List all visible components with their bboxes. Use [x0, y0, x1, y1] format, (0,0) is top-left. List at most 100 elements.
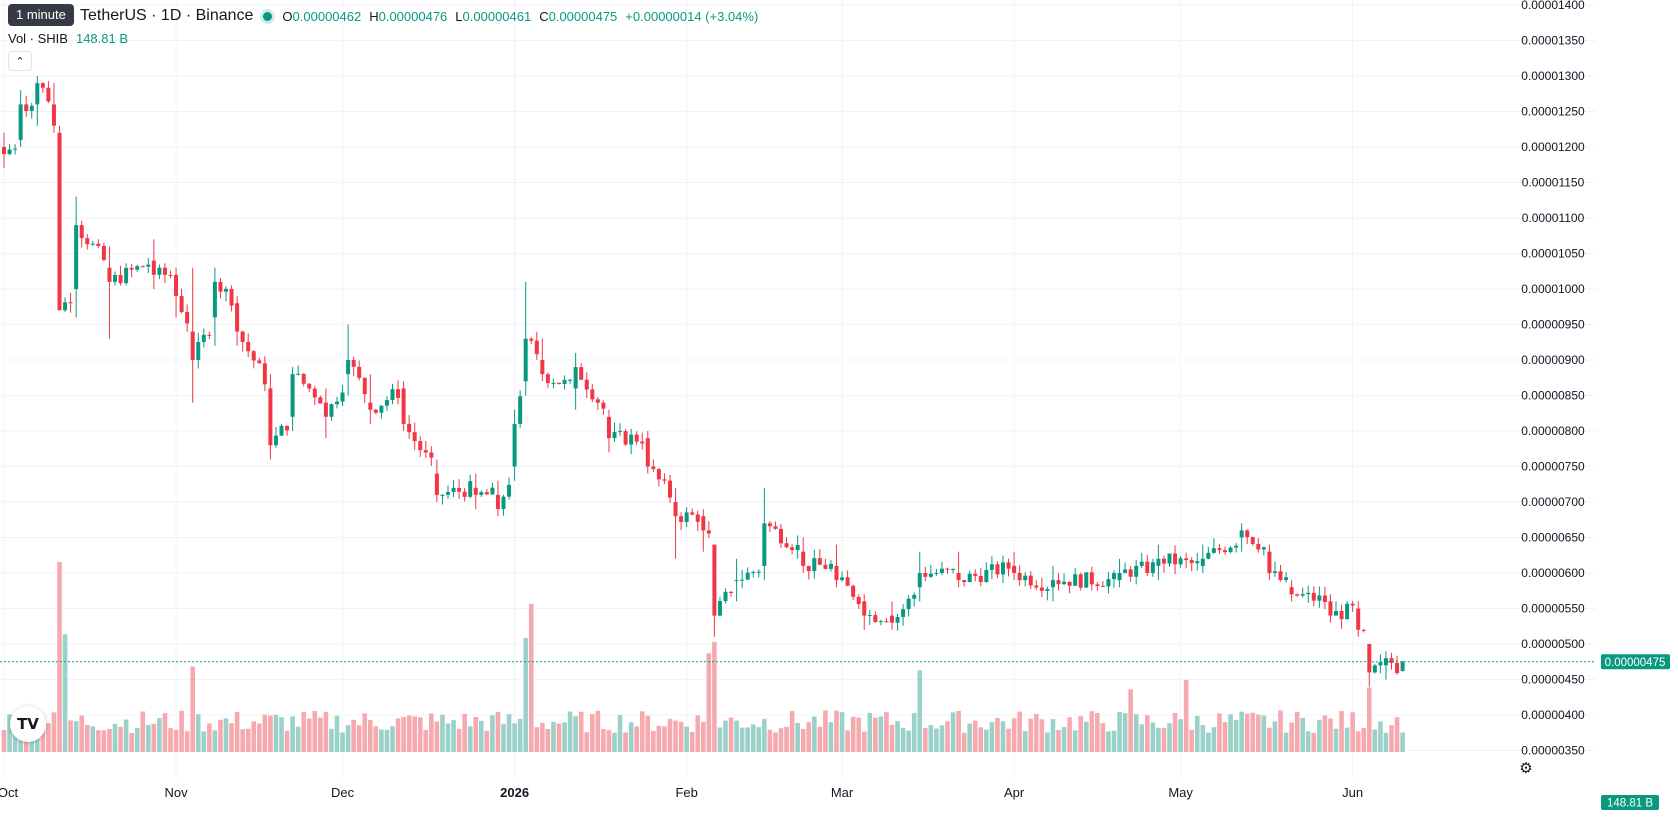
- volume-bar: [501, 723, 506, 752]
- candle-body: [18, 104, 23, 140]
- volume-bar: [423, 729, 429, 752]
- volume-bar: [978, 727, 984, 752]
- volume-bar: [96, 730, 101, 752]
- candle-body: [695, 514, 700, 522]
- volume-bar: [645, 715, 651, 752]
- y-tick-label: 0.00000950: [1521, 318, 1585, 332]
- volume-bar: [1039, 719, 1045, 752]
- volume-bar: [7, 714, 12, 752]
- volume-bar: [1106, 731, 1111, 752]
- candle-body: [113, 274, 117, 282]
- candle-body: [312, 388, 317, 398]
- y-tick-label: 0.00000450: [1521, 673, 1585, 687]
- candle-body: [501, 496, 506, 510]
- candle-body: [1173, 553, 1178, 565]
- volume-bar: [1133, 714, 1139, 752]
- volume-bar: [1294, 711, 1300, 752]
- candle-body: [512, 423, 517, 467]
- volume-bar: [695, 715, 701, 752]
- candle-body: [1089, 572, 1094, 585]
- volume-bar: [601, 728, 606, 752]
- candle-body: [462, 491, 467, 497]
- candle-body: [534, 340, 539, 355]
- volume-bar: [212, 730, 218, 752]
- volume-bar: [606, 730, 612, 752]
- volume-bar: [678, 721, 684, 752]
- candle-body: [1084, 572, 1089, 588]
- candle-body: [68, 302, 73, 304]
- candle-body: [601, 402, 606, 409]
- volume-bar: [556, 723, 562, 752]
- volume-bar: [290, 716, 295, 752]
- candle-body: [185, 312, 190, 324]
- volume-bar: [368, 720, 373, 752]
- volume-bar: [1089, 711, 1095, 752]
- y-tick-label: 0.00000850: [1521, 389, 1585, 403]
- candle-body: [290, 374, 295, 417]
- volume-bar: [1339, 711, 1344, 752]
- volume-bar: [73, 721, 79, 752]
- candle-body: [978, 575, 983, 582]
- volume-bar: [817, 726, 823, 752]
- candle-body: [1261, 547, 1266, 550]
- volume-bar: [1322, 715, 1328, 752]
- candle-body: [1067, 581, 1072, 586]
- volume-bar: [268, 715, 273, 752]
- candle-body: [662, 479, 667, 481]
- candle-body: [690, 512, 695, 515]
- candle-body: [235, 303, 240, 332]
- candle-body: [1006, 562, 1011, 569]
- volume-bar: [1278, 710, 1283, 752]
- volume-bar: [1095, 712, 1100, 752]
- symbol-title[interactable]: TetherUS · 1D · Binance: [80, 7, 254, 24]
- candle-body: [668, 480, 672, 498]
- candle-body: [1189, 560, 1194, 564]
- candle-body: [1311, 592, 1316, 601]
- volume-bar: [173, 729, 179, 752]
- candle-body: [584, 379, 589, 390]
- candle-body: [673, 502, 678, 517]
- volume-bar: [168, 728, 173, 752]
- candle-body: [268, 388, 273, 446]
- volume-bar: [612, 732, 617, 752]
- candle-body: [495, 494, 500, 510]
- volume-bar: [90, 726, 96, 752]
- gear-icon[interactable]: ⚙: [1519, 760, 1533, 777]
- tradingview-logo-icon[interactable]: TV: [10, 706, 46, 742]
- volume-bar: [1211, 727, 1217, 752]
- candle-body: [440, 494, 445, 496]
- candle-body: [1211, 548, 1216, 553]
- candle-body: [257, 360, 262, 364]
- volume-bar: [806, 722, 812, 752]
- volume-bar: [195, 714, 201, 752]
- volume-bar: [406, 715, 412, 752]
- candle-body: [723, 591, 728, 602]
- change-value: +0.00000014 (+3.04%): [625, 8, 759, 24]
- last-price-value: 0.00000475: [1605, 657, 1666, 669]
- volume-bar: [1000, 721, 1006, 752]
- volume-bar: [834, 710, 839, 752]
- volume-bar: [57, 562, 62, 752]
- x-tick-label: May: [1168, 785, 1193, 800]
- candle-body: [296, 373, 301, 375]
- candle-body: [473, 487, 478, 495]
- candle-body: [1112, 573, 1116, 580]
- candle-body: [540, 360, 545, 375]
- volume-bar: [634, 726, 639, 752]
- time-axis[interactable]: Oct Nov Dec 2026 Feb Mar Apr May Jun: [0, 785, 1363, 800]
- candle-body: [912, 594, 917, 599]
- price-axis[interactable]: 0.00001400 0.00001350 0.00001300 0.00001250…: [1521, 0, 1585, 758]
- volume-bar: [767, 729, 773, 752]
- volume-bar: [628, 722, 634, 752]
- volume-bar: [118, 726, 123, 752]
- volume-bar: [712, 641, 717, 752]
- volume-legend: Vol · SHIB 148.81 B: [8, 31, 128, 46]
- candle-body: [917, 573, 922, 588]
- volume-bar: [1317, 719, 1322, 752]
- volume-bar: [146, 724, 151, 752]
- x-tick-label: 2026: [500, 785, 529, 800]
- volume-bar: [245, 728, 251, 752]
- candle-body: [35, 83, 40, 105]
- collapse-legend-button[interactable]: ⌃: [8, 51, 32, 71]
